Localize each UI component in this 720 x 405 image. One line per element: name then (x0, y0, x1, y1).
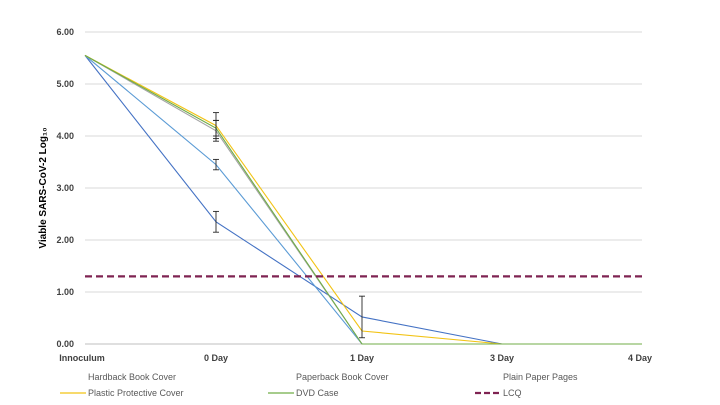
series-line-4 (84, 54, 642, 345)
error-bars (213, 112, 365, 339)
y-tick-label: 6.00 (56, 27, 74, 37)
y-tick-label: 2.00 (56, 235, 74, 245)
y-axis-label: Viable SARS-CoV-2 Log₁₀ (38, 127, 49, 248)
x-tick-label: 0 Day (204, 353, 228, 363)
series-line-0 (84, 55, 642, 345)
y-axis-ticks: 0.00 1.00 2.00 3.00 4.00 5.00 6.00 (56, 27, 74, 349)
legend-item: LCQ (475, 388, 522, 398)
legend-label: Plain Paper Pages (503, 372, 578, 382)
y-tick-label: 0.00 (56, 339, 74, 349)
legend-item: DVD Case (268, 388, 339, 398)
legend: Hardback Book Cover Paperback Book Cover P… (60, 372, 578, 398)
y-tick-label: 3.00 (56, 183, 74, 193)
legend-label: Paperback Book Cover (296, 372, 389, 382)
x-tick-label: Innoculum (59, 353, 105, 363)
x-axis-ticks: Innoculum 0 Day 1 Day 3 Day 4 Day (59, 353, 652, 363)
x-tick-label: 1 Day (350, 353, 374, 363)
error-bar (213, 158, 219, 171)
y-tick-label: 1.00 (56, 287, 74, 297)
x-tick-label: 3 Day (490, 353, 514, 363)
error-bar (213, 210, 219, 233)
error-bar (213, 119, 219, 137)
legend-label: Hardback Book Cover (88, 372, 176, 382)
legend-item: Plain Paper Pages (503, 372, 578, 382)
legend-item: Paperback Book Cover (296, 372, 389, 382)
series-line-1 (84, 54, 642, 345)
error-bar (359, 295, 365, 339)
legend-label: DVD Case (296, 388, 339, 398)
x-tick-label: 4 Day (628, 353, 652, 363)
legend-item: Hardback Book Cover (88, 372, 176, 382)
legend-label: LCQ (503, 388, 522, 398)
series-line-2 (84, 54, 642, 345)
legend-label: Plastic Protective Cover (88, 388, 184, 398)
y-tick-label: 5.00 (56, 79, 74, 89)
y-tick-label: 4.00 (56, 131, 74, 141)
grid-lines (85, 31, 642, 345)
legend-item: Plastic Protective Cover (60, 388, 184, 398)
series-line-3 (84, 54, 642, 345)
series-lines (84, 54, 642, 345)
